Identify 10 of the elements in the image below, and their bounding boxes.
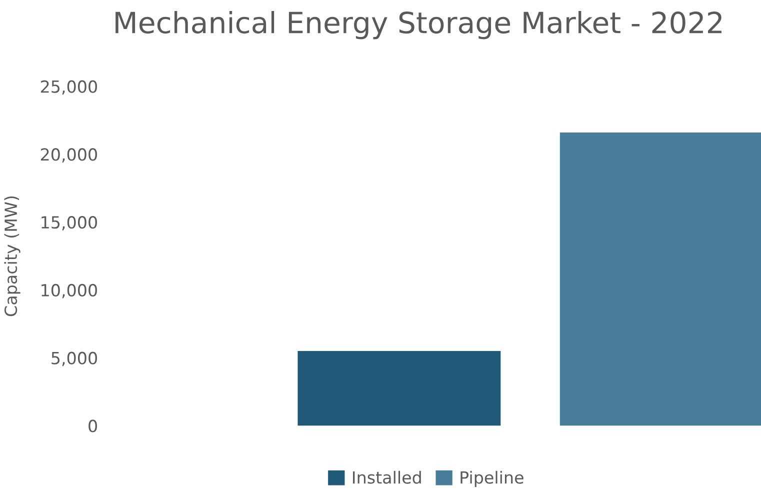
y-tick-label: 10,000: [42, 284, 97, 298]
y-tick-label: 15,000: [42, 216, 97, 230]
legend-label: Installed: [353, 470, 421, 484]
y-tick-label: 0: [88, 420, 97, 432]
y-tick-label: 25,000: [40, 80, 97, 95]
chart-title: Mechanical Energy Storage Market - 2022: [116, 10, 722, 40]
legend-label: Pipeline: [460, 470, 524, 487]
y-tick-label: 5,000: [52, 352, 97, 366]
y-tick-label: 20,000: [40, 148, 97, 162]
y-axis-title: Capacity (MW): [4, 196, 20, 316]
